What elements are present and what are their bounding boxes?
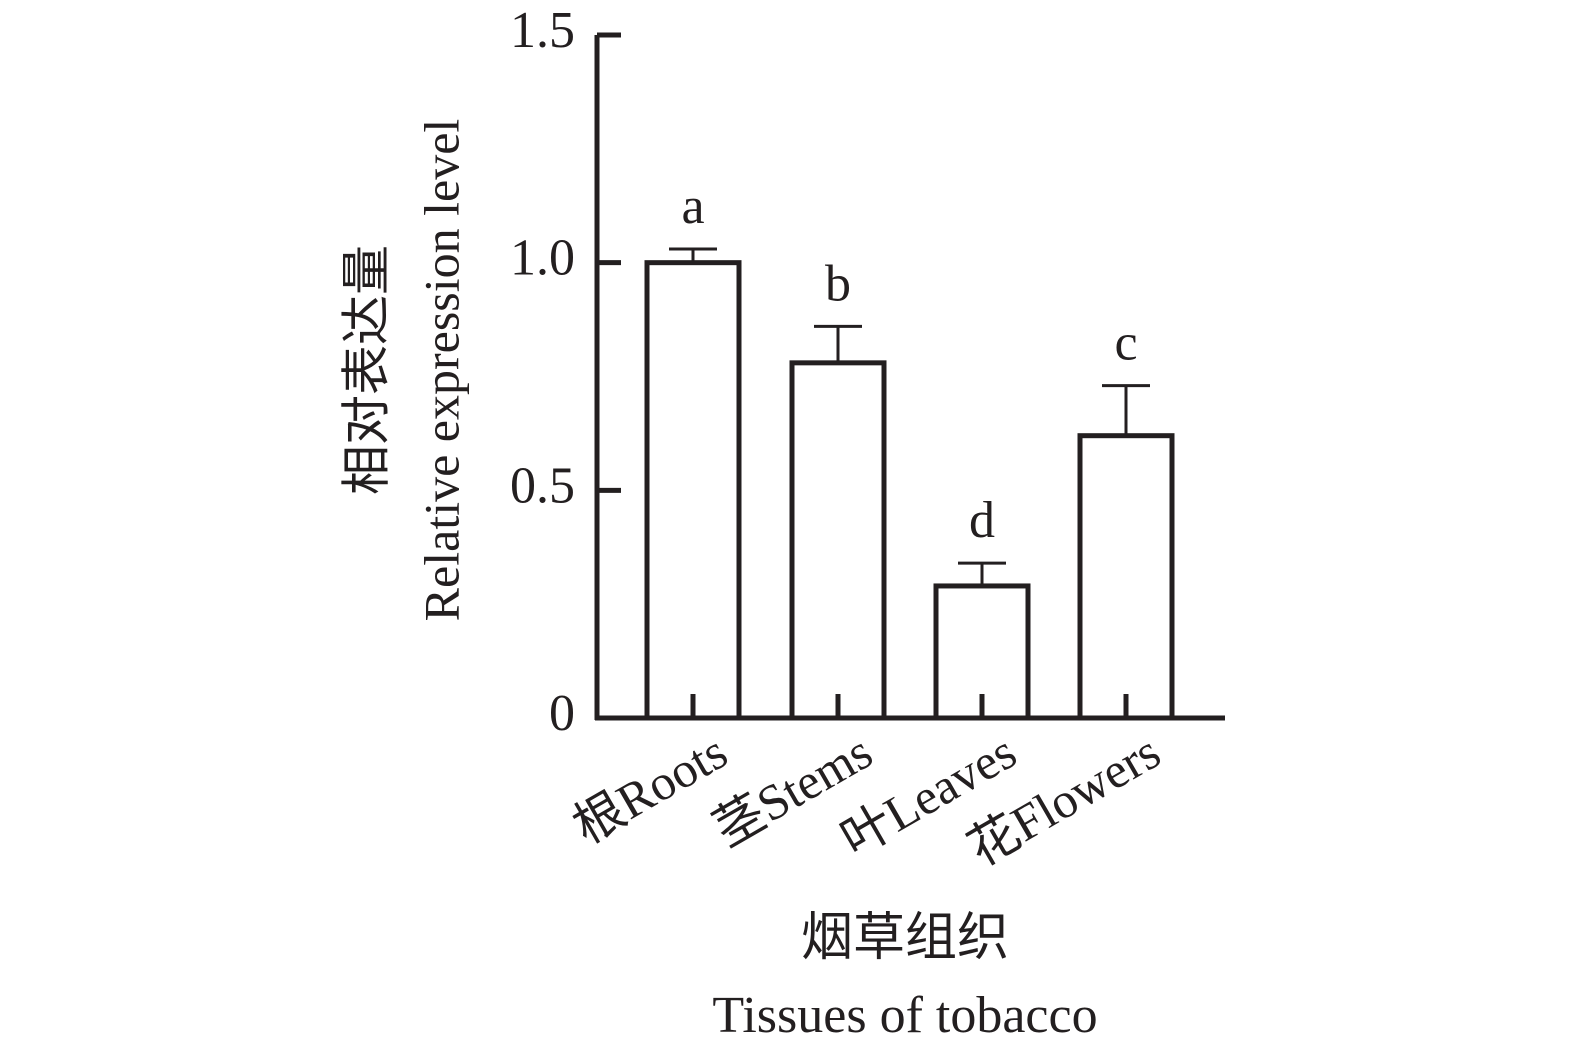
bar — [644, 260, 742, 721]
significance-letter: c — [1114, 315, 1137, 372]
y-tick-label: 0.5 — [510, 457, 575, 514]
bar — [1077, 433, 1175, 721]
x-axis-title-cn: 烟草组织 — [801, 910, 1009, 967]
y-axis-title: 相对表达量 Relative expression level — [338, 119, 469, 622]
x-tick-label: 根Roots — [564, 723, 736, 855]
bar — [789, 360, 887, 721]
significance-letter: d — [969, 492, 995, 549]
y-tick-label: 0 — [549, 685, 575, 742]
y-axis-title-cn: 相对表达量 — [338, 245, 394, 495]
y-tick-label: 1.5 — [510, 2, 575, 59]
y-tick-label: 1.0 — [510, 230, 575, 287]
x-axis-title-en: Tissues of tobacco — [712, 987, 1097, 1044]
significance-letter: a — [681, 178, 704, 235]
significance-letter: b — [825, 255, 851, 312]
y-axis-title-en: Relative expression level — [413, 119, 469, 622]
